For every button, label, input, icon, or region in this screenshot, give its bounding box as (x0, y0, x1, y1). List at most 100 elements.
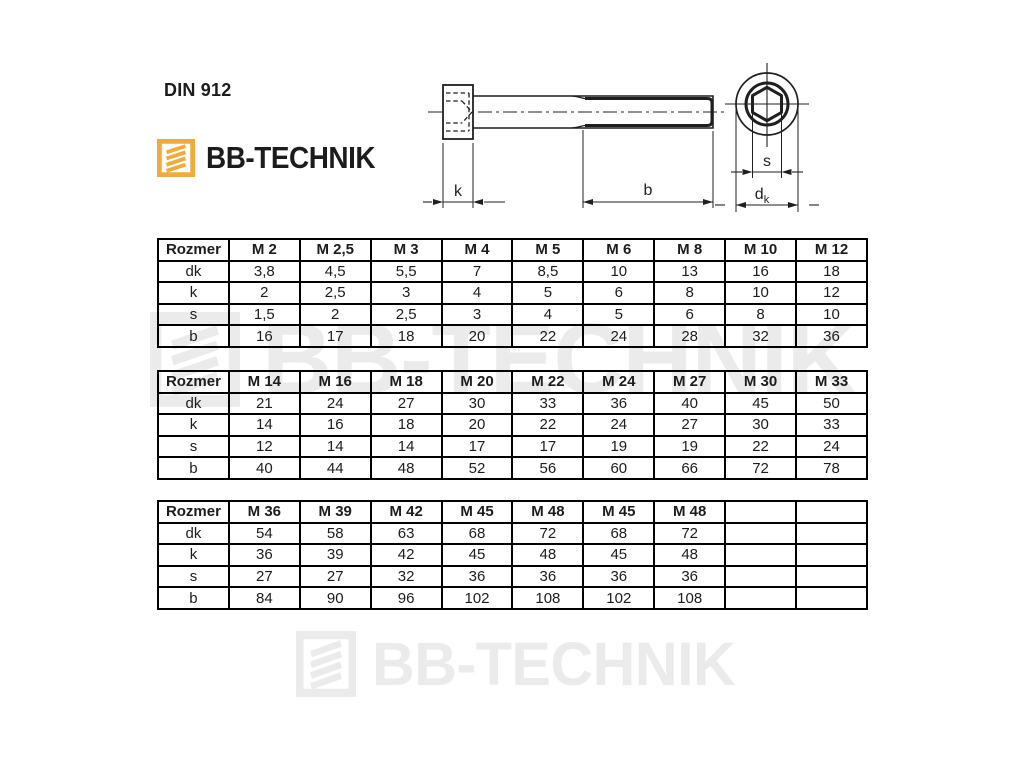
column-header: M 48 (511, 500, 585, 524)
table-cell: 2 (298, 302, 372, 327)
table-cell: 27 (369, 391, 443, 416)
table-cell: 48 (653, 543, 727, 567)
table-cell: 5 (511, 281, 585, 305)
column-header: M 33 (795, 370, 868, 394)
table-cell: 27 (227, 564, 301, 589)
table-cell (724, 521, 798, 546)
row-label: s (157, 302, 230, 327)
table-cell (795, 586, 868, 610)
table-cell: 45 (440, 543, 514, 567)
table-cell: 33 (795, 413, 868, 437)
table-row: dk 54 58 63 68 72 68 72 (157, 521, 868, 546)
table-cell: 42 (369, 543, 443, 567)
table-cell: 18 (369, 413, 443, 437)
table-cell: 16 (298, 413, 372, 437)
column-header: Rozmer (157, 238, 230, 262)
row-label: s (157, 564, 230, 589)
table-cell: 102 (440, 586, 514, 610)
table-cell: 36 (511, 564, 585, 589)
column-header: Rozmer (157, 500, 230, 524)
table-cell: 54 (227, 521, 301, 546)
table-cell: 6 (582, 281, 656, 305)
table-cell: 40 (653, 391, 727, 416)
dim-label-b: b (644, 182, 653, 199)
column-header: M 16 (298, 370, 372, 394)
table-cell: 72 (724, 456, 798, 480)
row-label: b (157, 586, 230, 610)
table-cell: 63 (369, 521, 443, 546)
end-view (715, 63, 819, 212)
table-cell: 27 (298, 564, 372, 589)
table-cell: 19 (582, 434, 656, 459)
column-header: M 8 (653, 238, 727, 262)
table-cell: 5,5 (369, 259, 443, 284)
table-cell: 10 (582, 259, 656, 284)
table-row: b 40 44 48 52 56 60 66 72 78 (157, 456, 868, 480)
dimension-table-m14-m33: Rozmer M 14 M 16 M 18 M 20 M 22 M 24 M 27 M 30 M … (157, 370, 868, 480)
table-cell: 36 (795, 324, 868, 348)
table-cell: 102 (582, 586, 656, 610)
table-cell: 44 (298, 456, 372, 480)
table-cell: 40 (227, 456, 301, 480)
table-cell: 2,5 (369, 302, 443, 327)
table-cell: 21 (227, 391, 301, 416)
table-row: k 36 39 42 45 48 45 48 (157, 543, 868, 567)
table-cell: 50 (795, 391, 868, 416)
column-header (724, 500, 798, 524)
table-cell: 32 (724, 324, 798, 348)
dim-label-dk: dk (755, 186, 770, 206)
dim-label-s: s (763, 153, 771, 170)
table-cell: 6 (653, 302, 727, 327)
table-cell: 45 (724, 391, 798, 416)
column-header: M 12 (795, 238, 868, 262)
table-cell: 1,5 (227, 302, 301, 327)
table-cell: 17 (511, 434, 585, 459)
table-cell: 8 (653, 281, 727, 305)
brand-header: BB-TECHNIK (157, 139, 394, 177)
column-header: M 48 (653, 500, 727, 524)
table-cell: 13 (653, 259, 727, 284)
table-cell: 4 (440, 281, 514, 305)
table-cell: 3,8 (227, 259, 301, 284)
row-label: k (157, 543, 230, 567)
table-cell: 39 (298, 543, 372, 567)
table-cell: 36 (582, 391, 656, 416)
table-cell: 72 (653, 521, 727, 546)
column-header: M 4 (440, 238, 514, 262)
table-cell: 24 (582, 324, 656, 348)
row-label: k (157, 413, 230, 437)
table-cell: 8 (724, 302, 798, 327)
column-header: M 20 (440, 370, 514, 394)
table-cell: 17 (440, 434, 514, 459)
table-row: s 27 27 32 36 36 36 36 (157, 564, 868, 589)
column-header: M 18 (369, 370, 443, 394)
table-row: b 16 17 18 20 22 24 28 32 36 (157, 324, 868, 348)
table-header-row: Rozmer M 36 M 39 M 42 M 45 M 48 M 45 M 48 (157, 500, 868, 524)
table-cell: 56 (511, 456, 585, 480)
table-cell: 7 (440, 259, 514, 284)
table-cell: 14 (369, 434, 443, 459)
row-label: s (157, 434, 230, 459)
column-header: M 45 (582, 500, 656, 524)
table-cell: 22 (724, 434, 798, 459)
column-header: M 3 (369, 238, 443, 262)
table-row: dk 3,8 4,5 5,5 7 8,5 10 13 16 18 (157, 259, 868, 284)
row-label: dk (157, 259, 230, 284)
column-header: M 42 (369, 500, 443, 524)
table-cell: 36 (582, 564, 656, 589)
table-cell: 20 (440, 324, 514, 348)
table-cell: 96 (369, 586, 443, 610)
table-cell: 3 (369, 281, 443, 305)
table-cell: 14 (227, 413, 301, 437)
row-label: dk (157, 521, 230, 546)
table-cell: 24 (795, 434, 868, 459)
screw-technical-drawing: k b s dk (423, 63, 819, 212)
bb-technik-logo-icon (157, 139, 195, 177)
table-cell: 36 (440, 564, 514, 589)
column-header: Rozmer (157, 370, 230, 394)
table-cell: 5 (582, 302, 656, 327)
table-row: k 14 16 18 20 22 24 27 30 33 (157, 413, 868, 437)
table-cell: 48 (369, 456, 443, 480)
